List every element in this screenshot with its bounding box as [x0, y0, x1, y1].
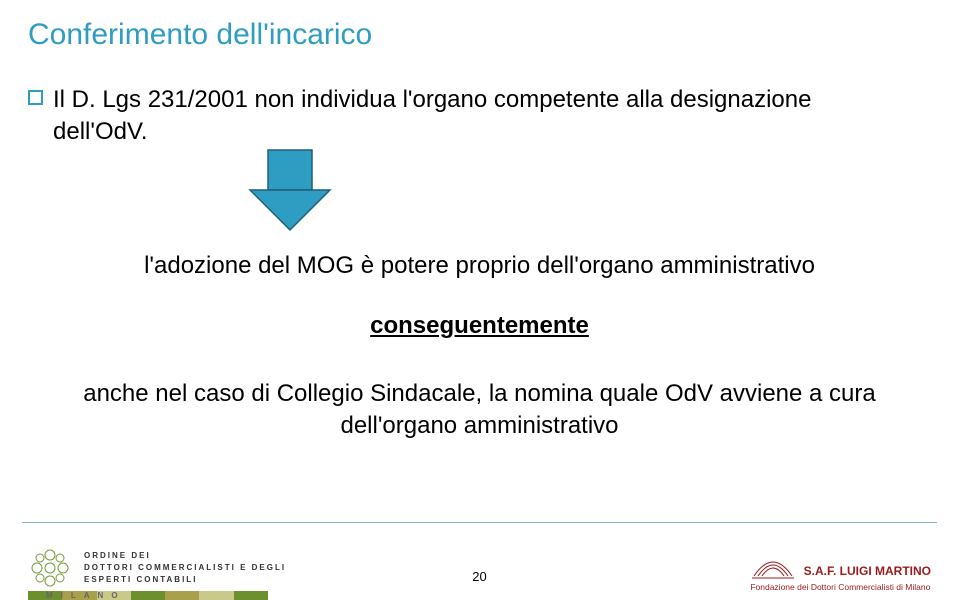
slide-title: Conferimento dell'incarico: [28, 18, 372, 52]
bullet-row: Il D. Lgs 231/2001 non individua l'organ…: [28, 84, 873, 149]
ordine-line2: DOTTORI COMMERCIALISTI E DEGLI: [84, 562, 286, 574]
footer: ORDINE DEI DOTTORI COMMERCIALISTI E DEGL…: [0, 522, 959, 600]
bullet-text: Il D. Lgs 231/2001 non individua l'organ…: [53, 84, 873, 149]
body-line-3b: dell'organo amministrativo: [340, 412, 618, 439]
body-line-3a: anche nel caso di Collegio Sindacale, la…: [83, 380, 876, 407]
ordine-line1: ORDINE DEI: [84, 550, 286, 562]
fondazione-text: Fondazione dei Dottori Commercialisti di…: [750, 582, 931, 592]
footer-left-logo-block: ORDINE DEI DOTTORI COMMERCIALISTI E DEGL…: [28, 546, 286, 590]
saf-name: S.A.F. LUIGI MARTINO: [804, 562, 931, 580]
milano-text: MILANO: [46, 591, 126, 600]
down-arrow-icon: [240, 148, 340, 234]
slide: Conferimento dell'incarico Il D. Lgs 231…: [0, 0, 959, 600]
saf-logo-icon: [750, 546, 796, 580]
ornament-icon: [28, 546, 72, 590]
footer-right-block: S.A.F. LUIGI MARTINO Fondazione dei Dott…: [750, 546, 931, 592]
body-line-3: anche nel caso di Collegio Sindacale, la…: [0, 378, 959, 443]
body-line-1: l'adozione del MOG è potere proprio dell…: [0, 252, 959, 280]
saf-text: S.A.F. LUIGI MARTINO: [804, 564, 931, 578]
footer-divider: [22, 522, 937, 523]
title-text: Conferimento dell'incarico: [28, 18, 372, 51]
bullet-icon: [28, 90, 43, 105]
ordine-line3: ESPERTI CONTABILI: [84, 574, 286, 586]
body-line-2: conseguentemente: [0, 312, 959, 340]
ordine-text: ORDINE DEI DOTTORI COMMERCIALISTI E DEGL…: [84, 550, 286, 586]
saf-block: S.A.F. LUIGI MARTINO: [750, 546, 931, 580]
page-number: 20: [472, 569, 486, 584]
